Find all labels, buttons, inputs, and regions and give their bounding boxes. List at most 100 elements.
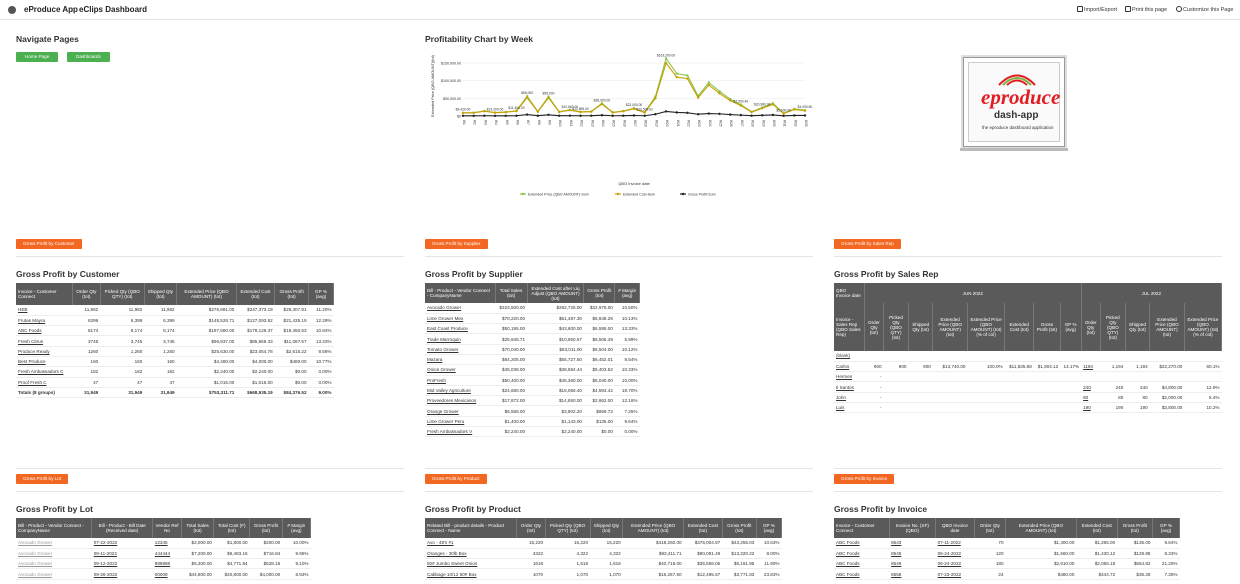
column-header[interactable]: Picked Qty (QBO QTY) (tot) [1100, 303, 1126, 351]
column-header[interactable]: Picked Qty (QBO QTY) (tot) [545, 518, 591, 538]
row-label[interactable]: Avo - 48's #1 [425, 538, 517, 549]
row-label[interactable]: Avocado Grower [425, 303, 496, 314]
row-label[interactable]: 50# Jumbo Sweet Onion [425, 558, 517, 570]
gp-by-supplier-button[interactable]: Gross Profit by Supplier [425, 239, 488, 249]
row-header[interactable]: Invoice - Sales Rep (QBO Sales Rep) [834, 303, 865, 351]
cell[interactable]: 1194 [1081, 361, 1101, 373]
cell[interactable]: 09-26-2022 [91, 568, 153, 580]
row-label[interactable]: ABC Foods [834, 538, 890, 549]
row-label[interactable]: Produce Ready [16, 346, 73, 357]
row-label[interactable]: Hermes [834, 371, 865, 383]
cell[interactable]: 80 [1081, 392, 1101, 403]
row-label[interactable]: Proof Fresh C [16, 377, 73, 388]
customize-button[interactable]: Customize this Page [1176, 6, 1233, 13]
column-header[interactable]: Bill - Product - Vendor Connect - Compan… [425, 283, 496, 303]
row-label[interactable]: Tomato Grower [425, 344, 496, 355]
column-header[interactable]: GP % (avg) [1060, 303, 1082, 351]
row-label[interactable]: Fresh Ambassadors C [16, 366, 73, 378]
column-header[interactable]: Order Qty (tot) [864, 303, 885, 351]
column-header[interactable]: Bill - Product - Bill Date (Received dat… [91, 518, 154, 538]
gp-by-customer-button[interactable]: Gross Profit by Customer [16, 239, 82, 249]
column-header[interactable]: GP % (avg) [308, 283, 334, 305]
column-header[interactable]: Extended Price (QBO AMOUNT) (tot) (% of … [967, 303, 1006, 351]
row-label[interactable]: John [834, 392, 865, 403]
column-header[interactable]: Total Sales (tot) [495, 283, 528, 303]
row-label[interactable]: Mid Valley Agriculture [425, 385, 496, 397]
column-header[interactable]: Gross Profit (tot) [1117, 518, 1153, 538]
column-header[interactable]: # Margin (avg) [282, 518, 312, 538]
row-label[interactable]: ABC Foods [834, 558, 890, 570]
column-header[interactable]: Extended Price (QBO AMOUNT) (tot) [1005, 518, 1077, 538]
row-label[interactable]: Cabbage 10/12 50# Box [425, 568, 517, 580]
column-header[interactable]: Total Sales (tot) [181, 518, 215, 538]
column-header[interactable]: Gross Profit (tot) [1033, 303, 1061, 351]
row-label[interactable]: (blank) [834, 351, 865, 362]
cell[interactable]: 00009 [152, 568, 182, 580]
row-label[interactable]: Oranges - 30lb Box [425, 548, 517, 560]
column-header[interactable]: Gross Profit (tot) [249, 518, 283, 538]
column-header[interactable]: Shipped Qty (tot) [908, 303, 934, 351]
row-label[interactable]: ABC Foods [834, 568, 890, 580]
column-header[interactable]: Shipped Qty (tot) [1125, 303, 1151, 351]
column-header[interactable]: Picked Qty (QBO QTY) (tot) [100, 283, 145, 305]
cell[interactable] [1081, 351, 1101, 362]
cell[interactable]: 8543 [889, 538, 936, 549]
import-export-button[interactable]: Import/Export [1077, 6, 1117, 13]
gp-by-sales-rep-button[interactable]: Gross Profit by Sales Rep [834, 239, 901, 249]
column-header[interactable]: Order Qty (tot) [1081, 303, 1101, 351]
cell[interactable]: 8549 [889, 558, 936, 570]
row-label[interactable]: Orange Grower [425, 405, 496, 417]
column-header[interactable]: Bill - Product - Vendor Connect - Compan… [16, 518, 93, 538]
row-label[interactable]: ABC Foods [16, 325, 73, 337]
breadcrumb-app[interactable]: eProduce App [24, 5, 78, 14]
row-label[interactable]: Frutas Mayra [16, 315, 73, 327]
column-header[interactable]: Total Cost (F) (tot) [213, 518, 251, 538]
column-group-header[interactable]: JUL 2022 [1081, 283, 1223, 303]
column-header[interactable]: Extended Cost (tot) [1076, 518, 1118, 538]
cell[interactable]: 07-11-2022 [935, 538, 975, 549]
print-button[interactable]: Print this page [1125, 6, 1167, 13]
column-header[interactable]: Extended Price (QBO AMOUNT) (tot) (% of … [1184, 303, 1223, 351]
column-header[interactable]: Invoice - Customer Connect [834, 518, 890, 538]
row-label[interactable]: Carlos [834, 361, 865, 373]
row-label[interactable]: Trade Marroquin [425, 333, 496, 345]
column-header[interactable]: Order Qty (tot) [974, 518, 1007, 538]
row-label[interactable]: Lime Grower Peru [425, 416, 496, 428]
cell[interactable]: 888888 [152, 558, 182, 570]
column-header[interactable]: QBO Invoice date [935, 518, 975, 538]
row-label[interactable]: Fresh Ambassadors V [425, 426, 496, 438]
gp-by-invoice-button[interactable]: Gross Profit by Invoice [834, 474, 895, 484]
column-header[interactable]: GP % (avg) [1152, 518, 1181, 538]
column-header[interactable]: Extended Price (QBO AMOUNT) (tot) [1149, 303, 1185, 351]
cell[interactable]: 190 [1081, 402, 1101, 414]
row-label[interactable]: East Coast Produce [425, 323, 496, 335]
cell[interactable]: 240 [1081, 381, 1101, 393]
home-page-button[interactable]: Home Page [16, 52, 59, 62]
column-header[interactable]: Order Qty (tot) [516, 518, 546, 538]
cell[interactable]: 06-24-2022 [935, 548, 975, 560]
row-label[interactable]: HEB [16, 305, 73, 316]
column-header[interactable]: Invoice - Customer Connect [16, 283, 73, 305]
column-header[interactable]: Extended Price (QBO AMOUNT) (tot) [622, 518, 685, 538]
column-header[interactable]: Gross Profit (tot) [274, 283, 310, 305]
app-logo-icon[interactable] [8, 6, 16, 14]
column-header[interactable]: Related Bill - product details - Product… [425, 518, 518, 538]
cell[interactable]: 06-24-2022 [935, 558, 975, 570]
column-group-header[interactable]: JUN 2022 [864, 283, 1082, 303]
column-header[interactable]: Extended Price (QBO AMOUNT) (tot) [932, 303, 968, 351]
dashboards-button[interactable]: Dashboards [67, 52, 110, 62]
row-label[interactable]: ProFresh [425, 375, 496, 386]
row-label[interactable]: Lime Grower Mex [425, 313, 496, 325]
row-label[interactable]: ABC Foods [834, 548, 890, 560]
cell[interactable]: 07-22-2022 [91, 538, 153, 549]
gp-by-product-button[interactable]: Gross Profit by Product [425, 474, 487, 484]
column-header[interactable]: Extended Cost (tot) [1004, 303, 1035, 351]
column-header[interactable]: Shipped Qty (tot) [144, 283, 178, 305]
cell[interactable]: 07-23-2022 [935, 568, 975, 580]
column-header[interactable]: Gross Profit (tot) [583, 283, 616, 303]
row-label[interactable]: Fresh Citrus [16, 335, 73, 347]
cell[interactable]: 8558 [889, 568, 936, 580]
column-header[interactable]: # Margin (avg) [614, 283, 640, 303]
column-header[interactable]: Shipped Qty (tot) [590, 518, 624, 538]
column-header[interactable]: Extended Cost after Liq Adjust (QBO AMOU… [527, 283, 585, 303]
